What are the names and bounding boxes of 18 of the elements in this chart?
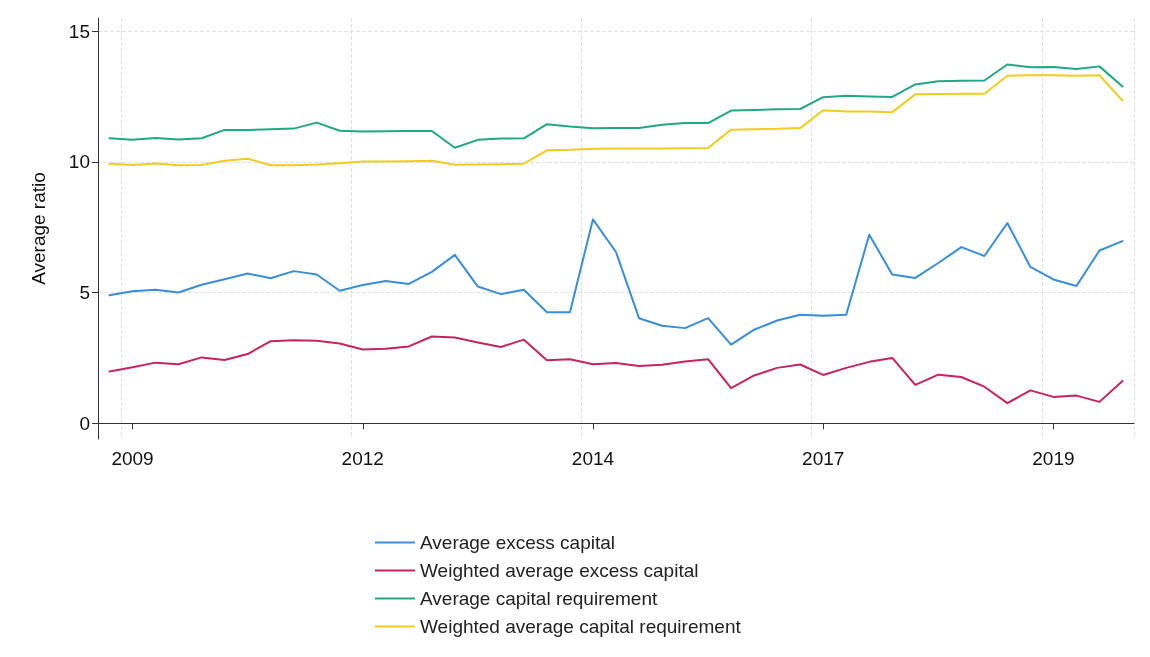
line-series <box>108 218 1124 346</box>
x-tick-label: 2017 <box>802 448 845 469</box>
line-series <box>108 335 1124 405</box>
line-series <box>108 63 1124 149</box>
y-axis-title: Average ratio <box>28 172 49 285</box>
x-tick-label: 2009 <box>111 448 154 469</box>
y-tick-label: 0 <box>79 412 90 434</box>
x-tick-label: 2012 <box>341 448 384 469</box>
legend-label: Average excess capital <box>420 532 616 553</box>
legend-label: Weighted average capital requirement <box>420 616 742 637</box>
x-tick-label: 2014 <box>571 448 615 469</box>
x-tick-label: 2019 <box>1032 448 1075 469</box>
y-tick-label: 5 <box>79 282 90 304</box>
y-tick-label: 10 <box>68 151 90 173</box>
legend-label: Weighted average excess capital <box>420 560 699 581</box>
legend-label: Average capital requirement <box>420 588 659 609</box>
y-tick-label: 15 <box>68 20 90 42</box>
line-series <box>108 74 1124 167</box>
